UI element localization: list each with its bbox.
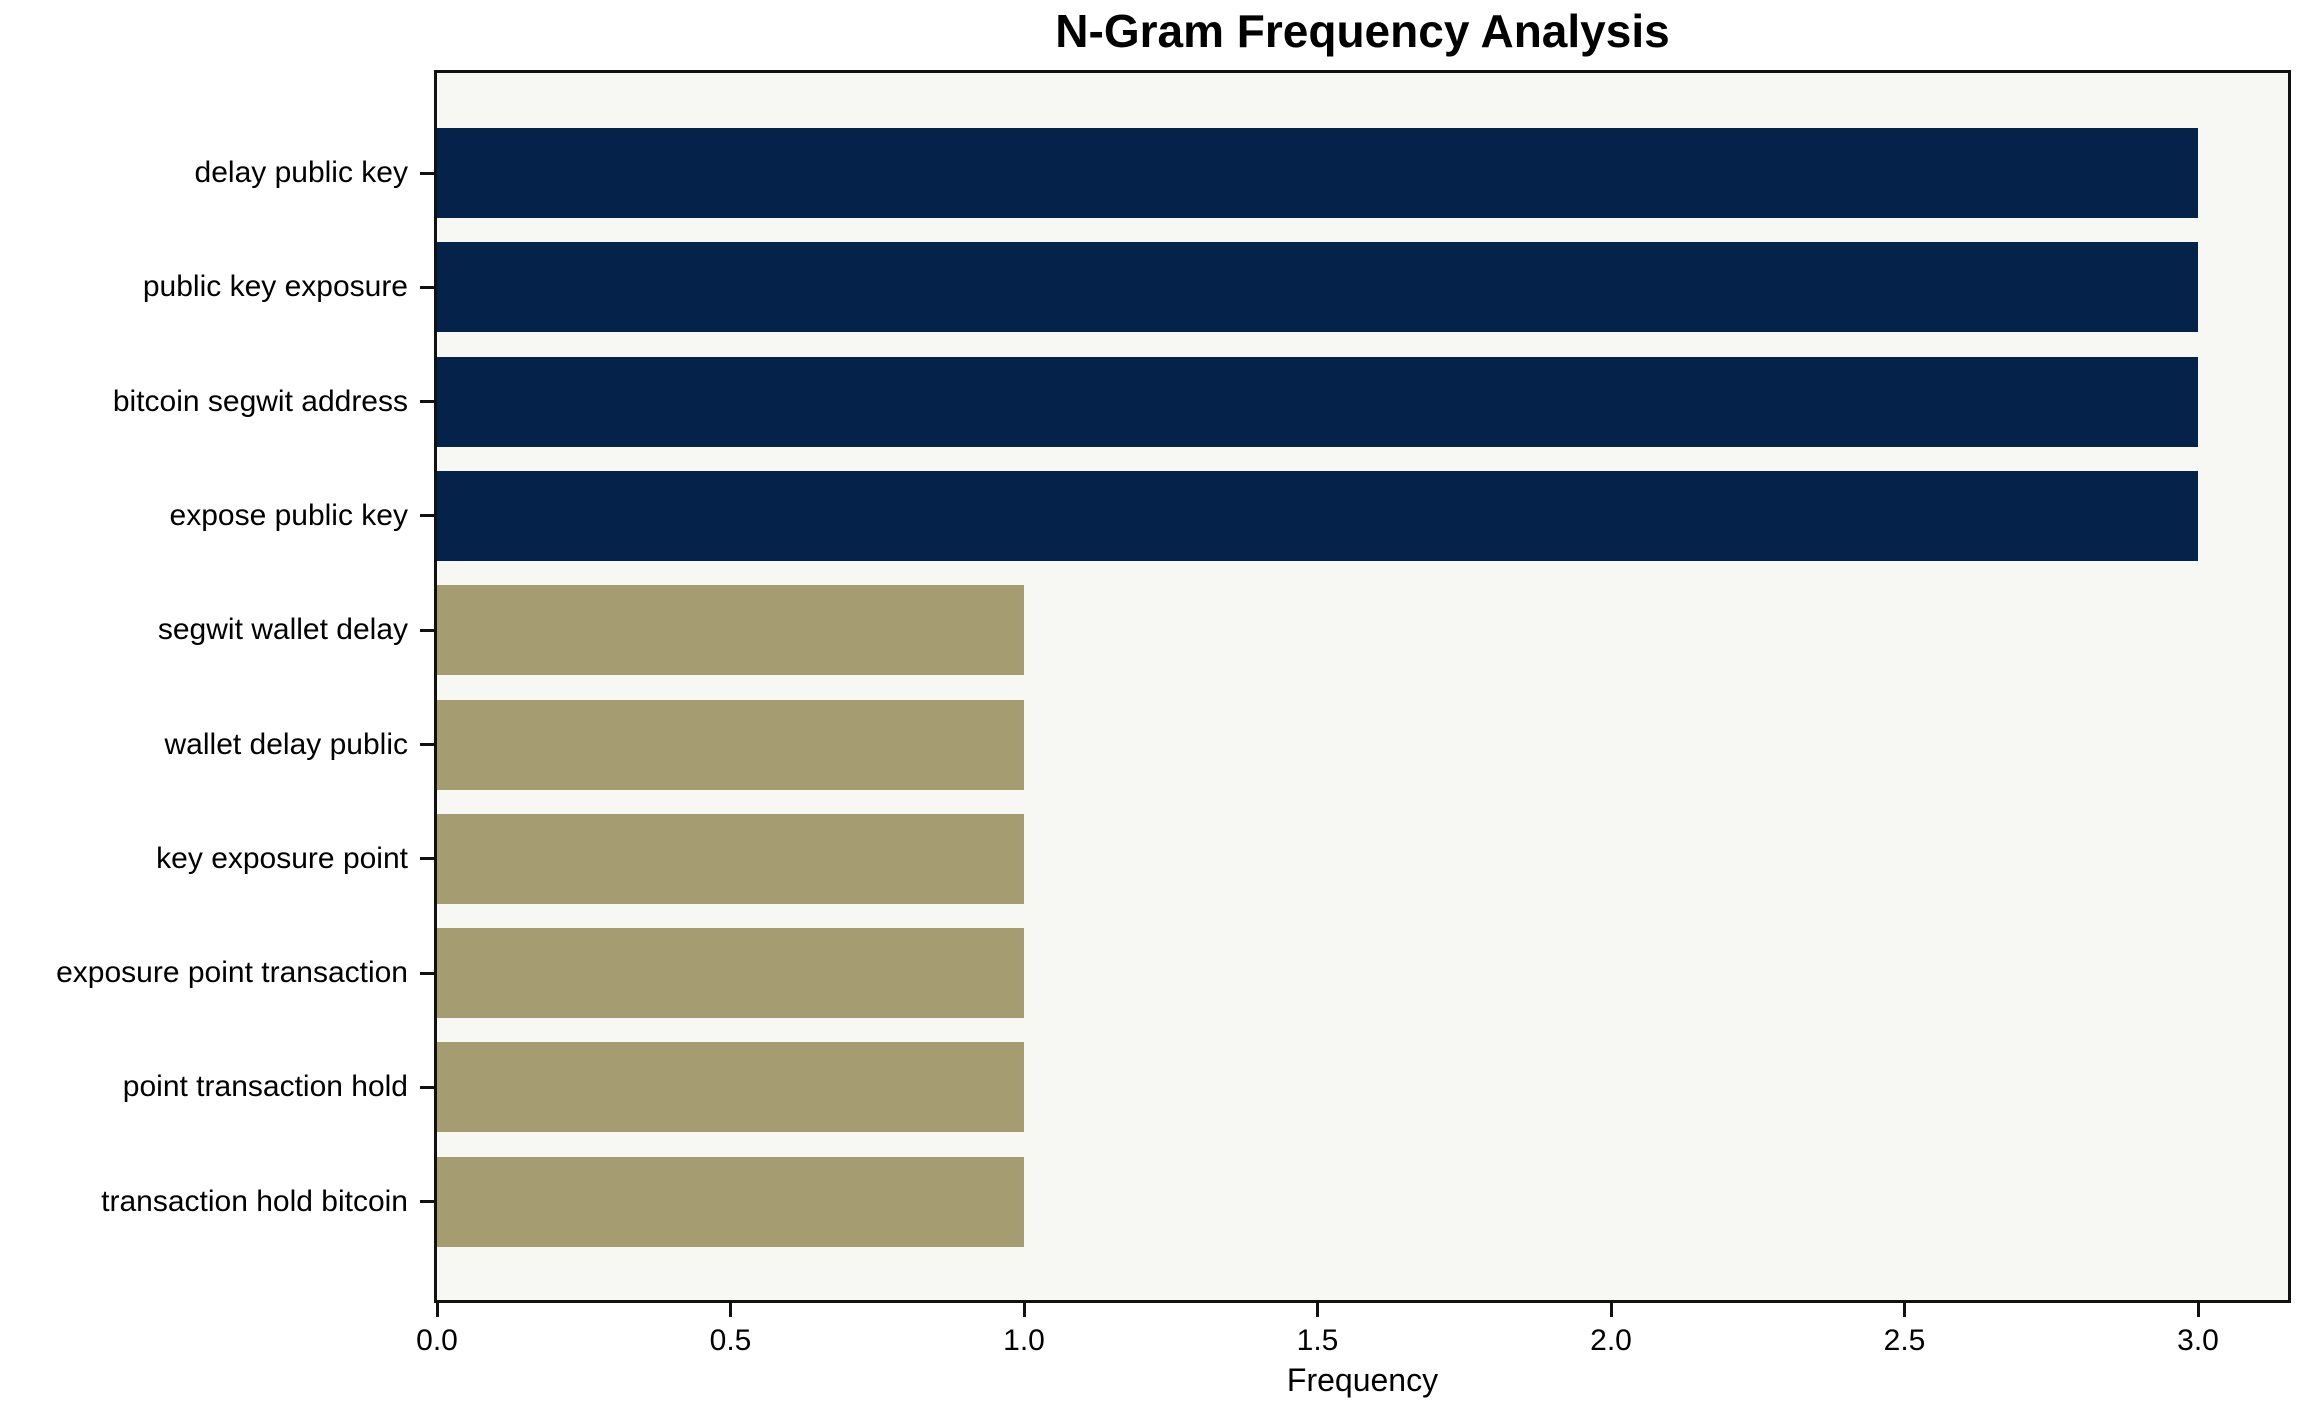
x-tick-mark (729, 1303, 732, 1317)
x-tick-mark (1316, 1303, 1319, 1317)
plot-area (434, 70, 2291, 1303)
y-tick-mark (420, 1085, 434, 1089)
y-tick-label: delay public key (194, 156, 408, 189)
bar-exposure-point-transaction (437, 928, 1024, 1019)
bar-wallet-delay-public (437, 699, 1024, 790)
y-tick-mark (420, 628, 434, 632)
bar-delay-public-key (437, 128, 2198, 218)
y-tick-label: public key exposure (142, 270, 408, 304)
y-tick-label: wallet delay public (164, 727, 408, 761)
y-tick-mark (420, 171, 434, 175)
x-tick-label: 0.0 (416, 1324, 458, 1357)
y-tick-label: segwit wallet delay (157, 613, 408, 647)
x-tick-label: 0.5 (709, 1324, 752, 1357)
y-tick-mark (420, 1200, 434, 1204)
y-tick-mark (420, 743, 434, 746)
y-tick-mark (420, 514, 434, 518)
x-tick-mark (435, 1303, 439, 1317)
bar-transaction-hold-bitcoin (437, 1156, 1024, 1247)
chart-title: N-Gram Frequency Analysis (1055, 5, 1670, 57)
bar-segwit-wallet-delay (437, 585, 1024, 676)
bar-point-transaction-hold (437, 1042, 1024, 1133)
y-tick-label: bitcoin segwit address (112, 384, 408, 418)
bar-expose-public-key (437, 470, 2198, 561)
x-axis-title: Frequency (1286, 1362, 1439, 1398)
x-tick-mark (1022, 1303, 1026, 1317)
y-tick-label: exposure point transaction (56, 956, 408, 990)
y-tick-label: transaction hold bitcoin (101, 1184, 408, 1218)
x-tick-label: 3.0 (2177, 1324, 2219, 1357)
y-tick-label: key exposure point (156, 841, 408, 875)
y-tick-mark (420, 400, 434, 404)
bar-bitcoin-segwit-address (437, 356, 2198, 447)
x-tick-mark (1609, 1303, 1613, 1317)
y-tick-mark (420, 285, 434, 289)
x-tick-label: 1.0 (1003, 1324, 1045, 1357)
bar-key-exposure-point (437, 813, 1024, 904)
y-tick-mark (420, 971, 434, 975)
x-tick-mark (2196, 1303, 2200, 1317)
y-tick-label: point transaction hold (122, 1070, 408, 1104)
y-tick-label: expose public key (169, 498, 408, 532)
y-tick-mark (420, 857, 434, 861)
bar-public-key-exposure (437, 242, 2198, 333)
x-tick-label: 2.0 (1590, 1324, 1632, 1357)
x-tick-label: 1.5 (1296, 1324, 1339, 1357)
x-tick-mark (1903, 1303, 1906, 1317)
x-tick-label: 2.5 (1883, 1324, 1926, 1357)
